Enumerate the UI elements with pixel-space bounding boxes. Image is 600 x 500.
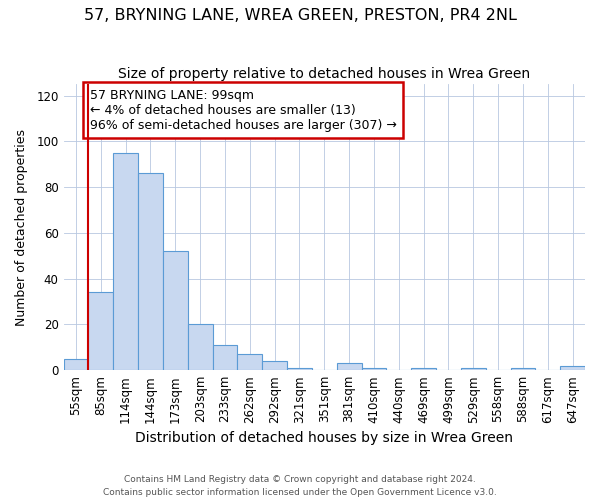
Bar xyxy=(138,174,163,370)
Bar xyxy=(238,354,262,370)
Title: Size of property relative to detached houses in Wrea Green: Size of property relative to detached ho… xyxy=(118,68,530,82)
Text: 57 BRYNING LANE: 99sqm
← 4% of detached houses are smaller (13)
96% of semi-deta: 57 BRYNING LANE: 99sqm ← 4% of detached … xyxy=(89,88,397,132)
Bar xyxy=(88,292,113,370)
Text: 57, BRYNING LANE, WREA GREEN, PRESTON, PR4 2NL: 57, BRYNING LANE, WREA GREEN, PRESTON, P… xyxy=(83,8,517,22)
Bar xyxy=(411,368,436,370)
Y-axis label: Number of detached properties: Number of detached properties xyxy=(15,128,28,326)
Bar xyxy=(113,152,138,370)
Bar xyxy=(461,368,485,370)
Bar xyxy=(511,368,535,370)
Text: Contains HM Land Registry data © Crown copyright and database right 2024.
Contai: Contains HM Land Registry data © Crown c… xyxy=(103,476,497,497)
Bar xyxy=(188,324,212,370)
Bar xyxy=(362,368,386,370)
Bar xyxy=(262,361,287,370)
Bar xyxy=(64,358,88,370)
Bar xyxy=(212,345,238,370)
Bar xyxy=(337,364,362,370)
Bar xyxy=(163,251,188,370)
Bar xyxy=(287,368,312,370)
X-axis label: Distribution of detached houses by size in Wrea Green: Distribution of detached houses by size … xyxy=(135,431,513,445)
Bar xyxy=(560,366,585,370)
